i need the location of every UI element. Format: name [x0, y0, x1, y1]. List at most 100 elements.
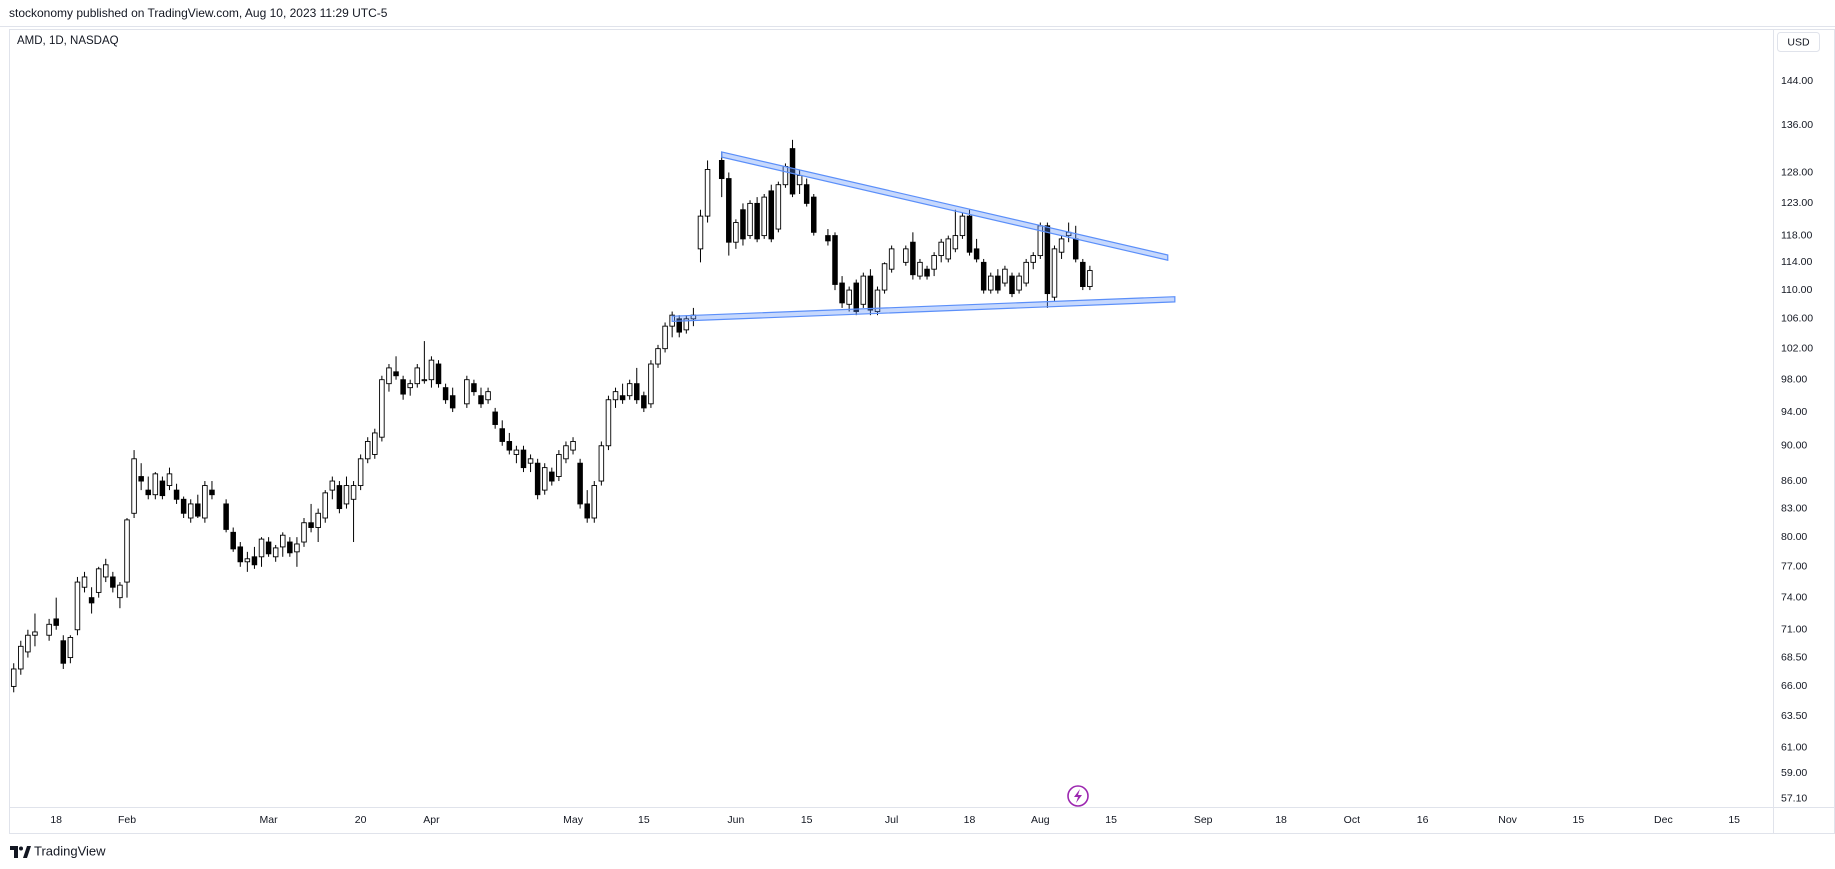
y-tick-label: 57.10 — [1781, 793, 1807, 805]
candle-body — [619, 395, 626, 401]
candle-body — [414, 367, 421, 385]
candle-body — [888, 248, 895, 270]
candle — [393, 356, 399, 380]
candle-body — [25, 634, 31, 653]
candle — [775, 181, 782, 233]
candle — [917, 258, 923, 280]
candle-body — [881, 263, 888, 291]
currency-button[interactable] — [1777, 32, 1820, 52]
candle-body — [187, 503, 194, 519]
candle — [478, 387, 484, 408]
x-tick-label: Dec — [1654, 814, 1673, 826]
candle-body — [676, 318, 682, 333]
candle-body — [924, 268, 930, 277]
candle-body — [74, 581, 81, 631]
candle — [704, 160, 711, 223]
x-tick-label: 15 — [638, 814, 650, 826]
candle-body — [18, 645, 24, 670]
y-tick-label: 77.00 — [1781, 561, 1807, 573]
candle — [966, 209, 973, 256]
candle-body — [471, 383, 477, 393]
candle-body — [959, 215, 966, 237]
candle-body — [195, 503, 201, 517]
candle-body — [1023, 261, 1029, 284]
candle-body — [591, 485, 598, 519]
candle — [506, 432, 513, 455]
candle — [209, 481, 215, 500]
candle — [287, 537, 293, 557]
candle — [513, 445, 520, 464]
candle-body — [117, 584, 123, 599]
candle-body — [428, 359, 435, 381]
candle-body — [995, 275, 1001, 291]
candle — [1058, 235, 1065, 259]
x-tick-label: 18 — [50, 814, 62, 826]
candle-body — [1044, 225, 1051, 295]
x-tick-label: 18 — [1275, 814, 1287, 826]
x-tick-label: 15 — [1728, 814, 1740, 826]
candle — [676, 315, 682, 338]
candle — [322, 490, 328, 523]
candle-body — [357, 458, 364, 487]
y-tick-label: 71.00 — [1781, 624, 1807, 636]
candle — [612, 387, 619, 408]
lightning-icon[interactable] — [1067, 785, 1089, 807]
candle — [124, 517, 130, 598]
candle-body — [145, 489, 151, 496]
candle-body — [180, 498, 187, 514]
candle-body — [1087, 270, 1093, 287]
candle — [407, 379, 413, 396]
candle — [379, 375, 385, 442]
candle — [811, 193, 817, 236]
candle — [619, 383, 626, 404]
candle-body — [478, 395, 484, 405]
candle — [421, 341, 428, 384]
plot-area — [10, 139, 1176, 693]
candle-body — [322, 492, 328, 519]
candle — [294, 537, 300, 567]
x-tick-label: 20 — [355, 814, 367, 826]
candle — [244, 551, 251, 572]
x-tick-label: Jun — [727, 814, 744, 826]
candle-body — [386, 367, 392, 385]
candle-body — [1030, 255, 1036, 263]
candle — [74, 576, 81, 636]
candle — [591, 481, 598, 523]
candle-body — [988, 275, 994, 291]
candle-body — [435, 363, 442, 385]
candle — [435, 360, 442, 388]
candle-body — [534, 462, 541, 496]
y-tick-label: 118.00 — [1781, 229, 1812, 241]
candle-body — [520, 449, 527, 469]
y-tick-label: 61.00 — [1781, 741, 1807, 753]
candle-body — [421, 379, 428, 382]
y-tick-label: 63.50 — [1781, 710, 1807, 722]
y-tick-label: 136.00 — [1781, 119, 1813, 131]
candle-body — [364, 441, 371, 460]
candle — [60, 635, 67, 669]
footer-brand: TradingView — [34, 843, 106, 858]
candle-body — [853, 282, 859, 312]
candle-body — [280, 534, 286, 548]
candle-body — [789, 148, 796, 195]
y-tick-label: 144.00 — [1781, 75, 1813, 87]
candle — [520, 445, 527, 473]
candle — [718, 151, 725, 198]
candle — [1030, 252, 1036, 270]
candle-body — [874, 289, 881, 312]
candle — [471, 379, 477, 396]
candle — [372, 428, 378, 459]
candle-body — [400, 379, 406, 395]
candle-body — [53, 618, 59, 626]
candle — [924, 265, 930, 280]
candle — [159, 476, 166, 500]
candle-body — [747, 202, 753, 237]
x-tick-label: May — [563, 814, 584, 826]
candle-body — [343, 485, 350, 505]
candle-body — [626, 383, 633, 397]
candle-body — [124, 519, 130, 583]
candle-body — [740, 209, 746, 240]
candle-body — [931, 255, 937, 270]
candle-body — [541, 467, 548, 491]
